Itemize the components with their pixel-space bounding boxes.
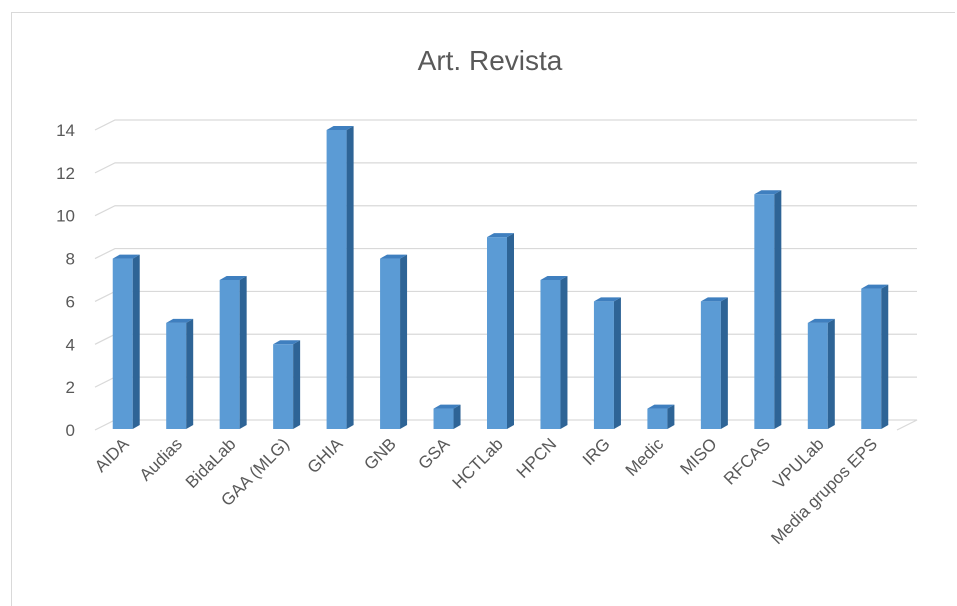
y-axis: 0 2 4 6 8 10 12 14 <box>56 121 75 440</box>
bar-top <box>754 190 782 195</box>
bar <box>112 254 140 429</box>
gridline <box>94 119 917 131</box>
bar-top <box>540 276 568 280</box>
x-tick-label: GHIA <box>304 434 347 477</box>
x-tick-label: GSA <box>415 434 454 473</box>
bar-side <box>453 404 461 429</box>
y-tick-label: 0 <box>66 421 75 440</box>
bar-top <box>807 318 835 323</box>
bar-side <box>132 254 140 429</box>
y-tick-label: 10 <box>56 207 75 226</box>
bar-top <box>326 126 354 130</box>
bar-side <box>774 190 782 429</box>
bar <box>861 284 889 429</box>
x-tick-label: HCTLab <box>449 434 507 492</box>
bar-front <box>754 194 775 429</box>
bar-front <box>861 288 882 429</box>
bar <box>647 404 675 429</box>
bar <box>273 340 301 429</box>
bar-side <box>239 276 247 429</box>
bar-side <box>346 126 354 429</box>
bar-top <box>433 404 461 409</box>
bar-top <box>273 340 301 345</box>
bar-front <box>380 258 401 429</box>
bar-side <box>186 318 194 429</box>
bar-front <box>807 322 828 429</box>
bar <box>166 318 194 429</box>
bar-front <box>647 408 668 429</box>
chart-frame <box>11 12 955 606</box>
bar-top <box>647 404 675 409</box>
bar <box>219 276 247 429</box>
bar-front <box>593 301 614 429</box>
bar <box>540 276 568 429</box>
bar-top <box>166 318 194 323</box>
bar-front <box>112 258 133 429</box>
bar-front <box>700 301 721 429</box>
bar-front <box>540 280 561 429</box>
bar-side <box>720 297 728 429</box>
bar-top <box>219 276 247 280</box>
y-tick-label: 14 <box>56 121 75 140</box>
gridline <box>94 205 917 217</box>
bar-top <box>700 297 728 302</box>
gridline <box>94 162 917 174</box>
bar-side <box>293 340 301 429</box>
bar <box>487 233 514 429</box>
bar <box>700 297 728 429</box>
x-tick-label: Media grupos EPS <box>767 434 881 548</box>
bar-side <box>613 297 621 429</box>
x-tick-label: Medic <box>622 434 668 480</box>
bar-top <box>112 254 140 259</box>
bar-top <box>487 233 514 238</box>
bar <box>754 190 782 429</box>
y-tick-label: 8 <box>66 250 75 269</box>
bar <box>593 297 621 429</box>
bar-side <box>560 276 568 429</box>
bar-front <box>326 130 347 429</box>
y-tick-label: 6 <box>66 292 75 311</box>
chart-title: Art. Revista <box>418 45 563 76</box>
bar-side <box>507 233 514 429</box>
bar <box>380 254 408 429</box>
bar-top <box>861 284 889 289</box>
y-tick-label: 4 <box>66 335 75 354</box>
x-tick-label: AIDA <box>91 434 133 476</box>
bar-front <box>273 344 294 429</box>
x-tick-label: GNB <box>360 434 399 473</box>
x-tick-label: Audias <box>136 434 186 484</box>
bar <box>807 318 835 429</box>
floor-line <box>94 419 918 431</box>
bars <box>112 126 889 429</box>
bar-front <box>433 408 454 429</box>
bar-top <box>380 254 408 259</box>
x-tick-label: HPCN <box>513 434 560 481</box>
bar-side <box>827 318 835 429</box>
x-tick-label: MISO <box>677 434 721 478</box>
x-tick-label: IRG <box>579 434 614 469</box>
y-tick-label: 2 <box>66 378 75 397</box>
bar <box>433 404 461 429</box>
bar-top <box>593 297 621 302</box>
bar-front <box>166 322 187 429</box>
bar-front <box>219 280 240 429</box>
bar-side <box>667 404 675 429</box>
bar-front <box>487 237 507 429</box>
y-tick-label: 12 <box>56 164 75 183</box>
x-tick-label: RFCAS <box>720 434 774 488</box>
bar <box>326 126 354 429</box>
bar-side <box>881 284 889 429</box>
gridline <box>94 247 917 260</box>
bar-side <box>400 254 408 429</box>
